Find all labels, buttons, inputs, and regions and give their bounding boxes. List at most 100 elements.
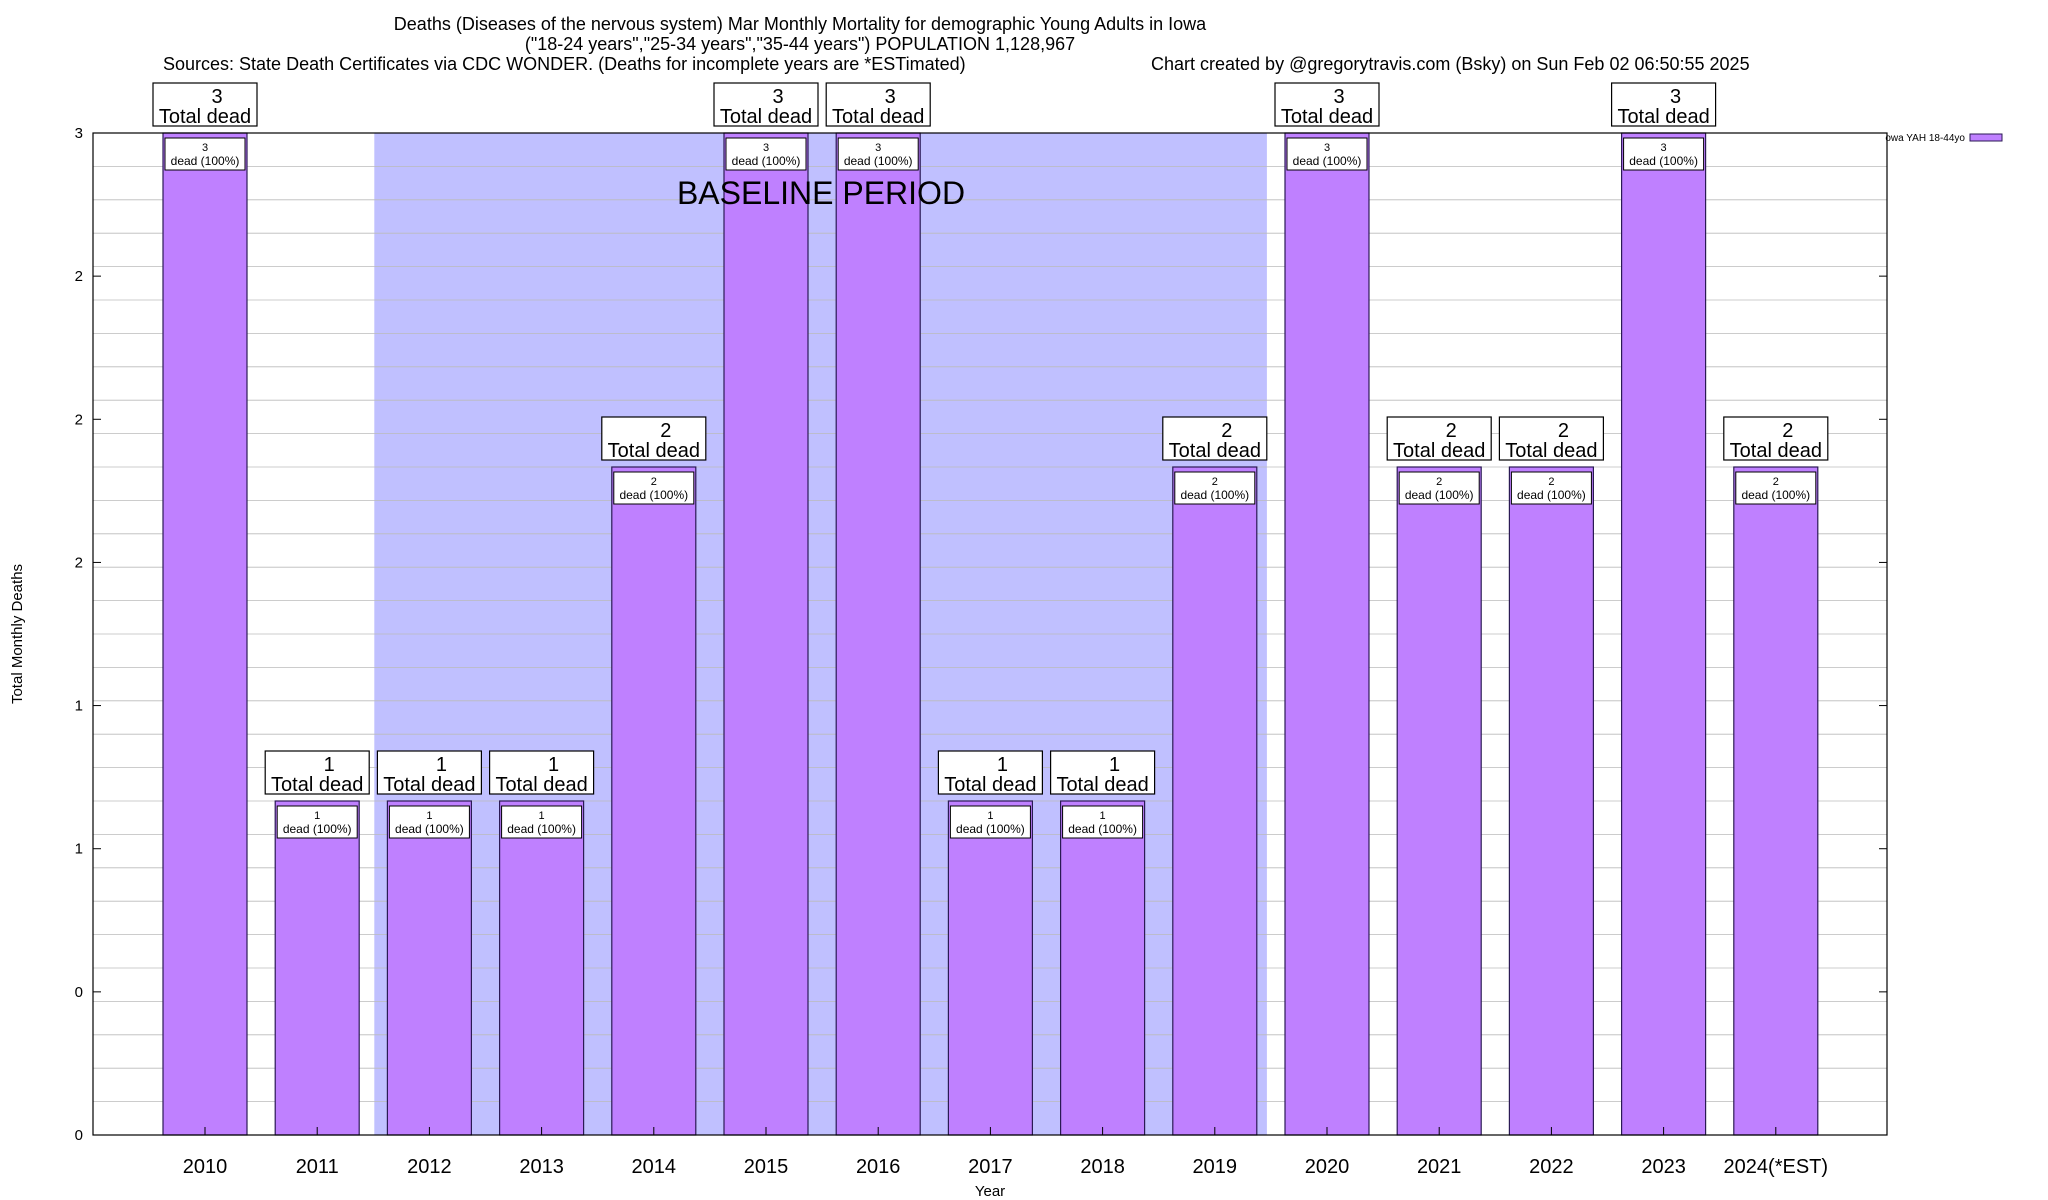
bar-inner-label-box: [276, 805, 358, 839]
bar: [1620, 132, 1707, 1136]
y-tick-label: 3: [75, 125, 83, 142]
bar-inner-label-box: [164, 137, 246, 171]
bar-total-label-box: [1049, 750, 1156, 795]
bar-inner-suffix: dead (100%): [1293, 154, 1362, 168]
bar-inner-suffix: dead (100%): [1405, 488, 1474, 502]
bar-total-count: 2: [1446, 420, 1457, 442]
x-tick-label: 2015: [744, 1156, 789, 1178]
bar-total-suffix: Total dead: [271, 774, 363, 796]
bar-inner-count: 3: [1661, 142, 1667, 154]
bar-total-label-box: [1386, 416, 1492, 461]
bar-inner-count: 1: [426, 810, 432, 822]
x-tick-label: 2017: [968, 1156, 1013, 1178]
bar: [274, 800, 360, 1136]
y-tick-label: 2: [75, 554, 83, 571]
bar-inner-count: 2: [1548, 476, 1554, 488]
bar-total-count: 1: [1109, 754, 1120, 776]
x-tick-label: 2021: [1417, 1156, 1462, 1178]
bar-inner-count: 2: [651, 476, 657, 488]
bar-inner-label-box: [1735, 471, 1817, 505]
bar-inner-label-box: [1623, 137, 1705, 171]
bar-inner-count: 3: [1324, 142, 1330, 154]
legend-swatch: [1969, 133, 2003, 142]
x-tick-label: 2022: [1529, 1156, 1574, 1178]
bar-inner-count: 2: [1436, 476, 1442, 488]
bar: [499, 800, 585, 1136]
bar-total-label-box: [489, 750, 595, 795]
bar-inner-count: 2: [1773, 476, 1779, 488]
x-tick-label: 2019: [1193, 1156, 1238, 1178]
bar-inner-suffix: dead (100%): [1629, 154, 1698, 168]
bar-total-count: 3: [1670, 86, 1681, 108]
bar-total-suffix: Total dead: [383, 774, 475, 796]
bar-total-count: 1: [436, 754, 447, 776]
y-tick-label: 1: [75, 698, 83, 715]
bar-total-suffix: Total dead: [1169, 440, 1261, 462]
bar-inner-suffix: dead (100%): [844, 154, 913, 168]
bar: [1733, 466, 1819, 1136]
legend-label: owa YAH 18-44yo: [1885, 133, 1965, 144]
baseline-period-label: BASELINE PERIOD: [677, 175, 965, 211]
bar-total-label-box: [264, 750, 370, 795]
x-tick-label: 2016: [856, 1156, 901, 1178]
bar: [947, 800, 1034, 1136]
bar-inner-label-box: [1286, 137, 1368, 171]
bar-total-suffix: Total dead: [1056, 774, 1148, 796]
y-tick-label: 1: [75, 841, 83, 858]
bar-inner-label-box: [388, 805, 470, 839]
x-tick-label: 2013: [519, 1156, 564, 1178]
bar-inner-label-box: [613, 471, 695, 505]
bar-total-suffix: Total dead: [832, 106, 924, 128]
bar: [1284, 132, 1370, 1136]
bar-total-suffix: Total dead: [1281, 106, 1373, 128]
bar-total-label-box: [601, 416, 707, 461]
y-tick-label: 0: [75, 984, 83, 1001]
x-tick-label: 2014: [632, 1156, 677, 1178]
bar-total-count: 3: [772, 86, 783, 108]
bar-inner-count: 1: [539, 810, 545, 822]
x-tick-label: 2018: [1080, 1156, 1125, 1178]
bar-total-label-box: [1610, 82, 1717, 127]
bar-inner-count: 3: [763, 142, 769, 154]
bar-total-suffix: Total dead: [495, 774, 587, 796]
bar-inner-count: 1: [987, 810, 993, 822]
y-tick-label: 2: [75, 268, 83, 285]
bar-total-label-box: [937, 750, 1044, 795]
x-tick-label: 2011: [296, 1156, 339, 1178]
bar-inner-label-box: [1510, 471, 1592, 505]
bar-total-count: 3: [211, 86, 222, 108]
x-axis-label: Year: [975, 1183, 1005, 1200]
bar-total-count: 2: [660, 420, 671, 442]
bar-total-label-box: [1498, 416, 1605, 461]
bar-inner-label-box: [837, 137, 919, 171]
bar-inner-label-box: [1398, 471, 1480, 505]
bar-total-label-box: [1162, 416, 1268, 461]
bar-inner-suffix: dead (100%): [1180, 488, 1249, 502]
y-tick-label: 2: [75, 411, 83, 428]
bar: [1172, 466, 1258, 1136]
bar-inner-count: 3: [202, 142, 208, 154]
bar-inner-suffix: dead (100%): [507, 822, 576, 836]
bar-total-count: 2: [1782, 420, 1793, 442]
bar: [386, 800, 472, 1136]
chart-credit: Chart created by @gregorytravis.com (Bsk…: [1151, 54, 1750, 74]
bar-total-label-box: [1274, 82, 1380, 127]
bar-inner-suffix: dead (100%): [1517, 488, 1586, 502]
